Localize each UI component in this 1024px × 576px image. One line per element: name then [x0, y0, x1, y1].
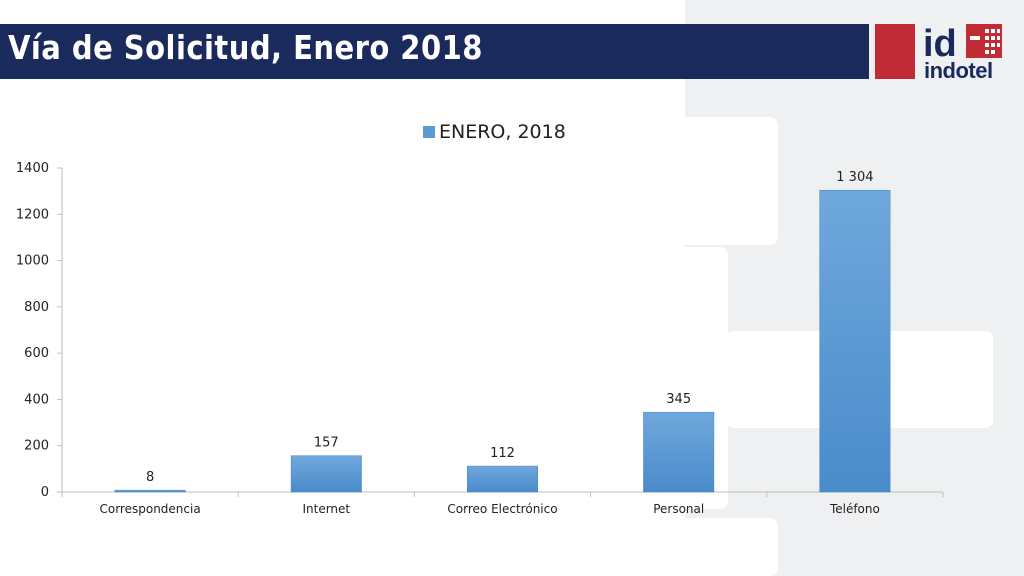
- decorative-block: [620, 117, 778, 245]
- indotel-logo: id: [923, 23, 1002, 65]
- data-labels: 8 157 112 345 1 304: [146, 170, 874, 485]
- logo-wordmark: indotel: [924, 58, 993, 83]
- x-tick-label: Personal: [653, 502, 704, 516]
- x-axis: Correspondencia Internet Correo Electrónic…: [61, 491, 944, 516]
- data-label: 157: [314, 436, 339, 451]
- y-tick-label: 800: [24, 300, 49, 315]
- y-tick-label: 0: [41, 485, 49, 500]
- bar: [114, 489, 186, 493]
- chart-legend: ENERO, 2018: [423, 121, 566, 143]
- bar: [643, 411, 715, 493]
- x-tick-label: Teléfono: [829, 502, 880, 516]
- y-tick-label: 1200: [16, 207, 49, 222]
- data-label: 345: [666, 392, 691, 407]
- bar: [290, 455, 362, 493]
- data-label: 112: [490, 446, 515, 461]
- y-tick-label: 200: [24, 439, 49, 454]
- page-title: Vía de Solicitud, Enero 2018: [8, 28, 483, 67]
- y-tick-label: 600: [24, 346, 49, 361]
- data-label: 1 304: [836, 170, 873, 185]
- legend-swatch: [423, 126, 435, 138]
- y-tick-label: 1000: [16, 254, 49, 269]
- legend-label: ENERO, 2018: [439, 121, 566, 143]
- y-tick-label: 1400: [16, 161, 49, 176]
- svg-text:id: id: [923, 23, 957, 65]
- bars: [114, 189, 891, 493]
- bar: [467, 465, 538, 493]
- x-tick-label: Correspondencia: [99, 502, 200, 516]
- y-axis: 0 200 400 600 800 1000 1200 1400: [16, 161, 63, 500]
- decorative-block: [620, 518, 778, 576]
- title-bar: [0, 24, 869, 79]
- logo-red-block: [875, 24, 915, 79]
- data-label: 8: [146, 470, 154, 485]
- x-tick-label: Correo Electrónico: [447, 502, 557, 516]
- y-tick-label: 400: [24, 392, 49, 407]
- x-tick-label: Internet: [302, 502, 350, 516]
- bar: [819, 189, 891, 493]
